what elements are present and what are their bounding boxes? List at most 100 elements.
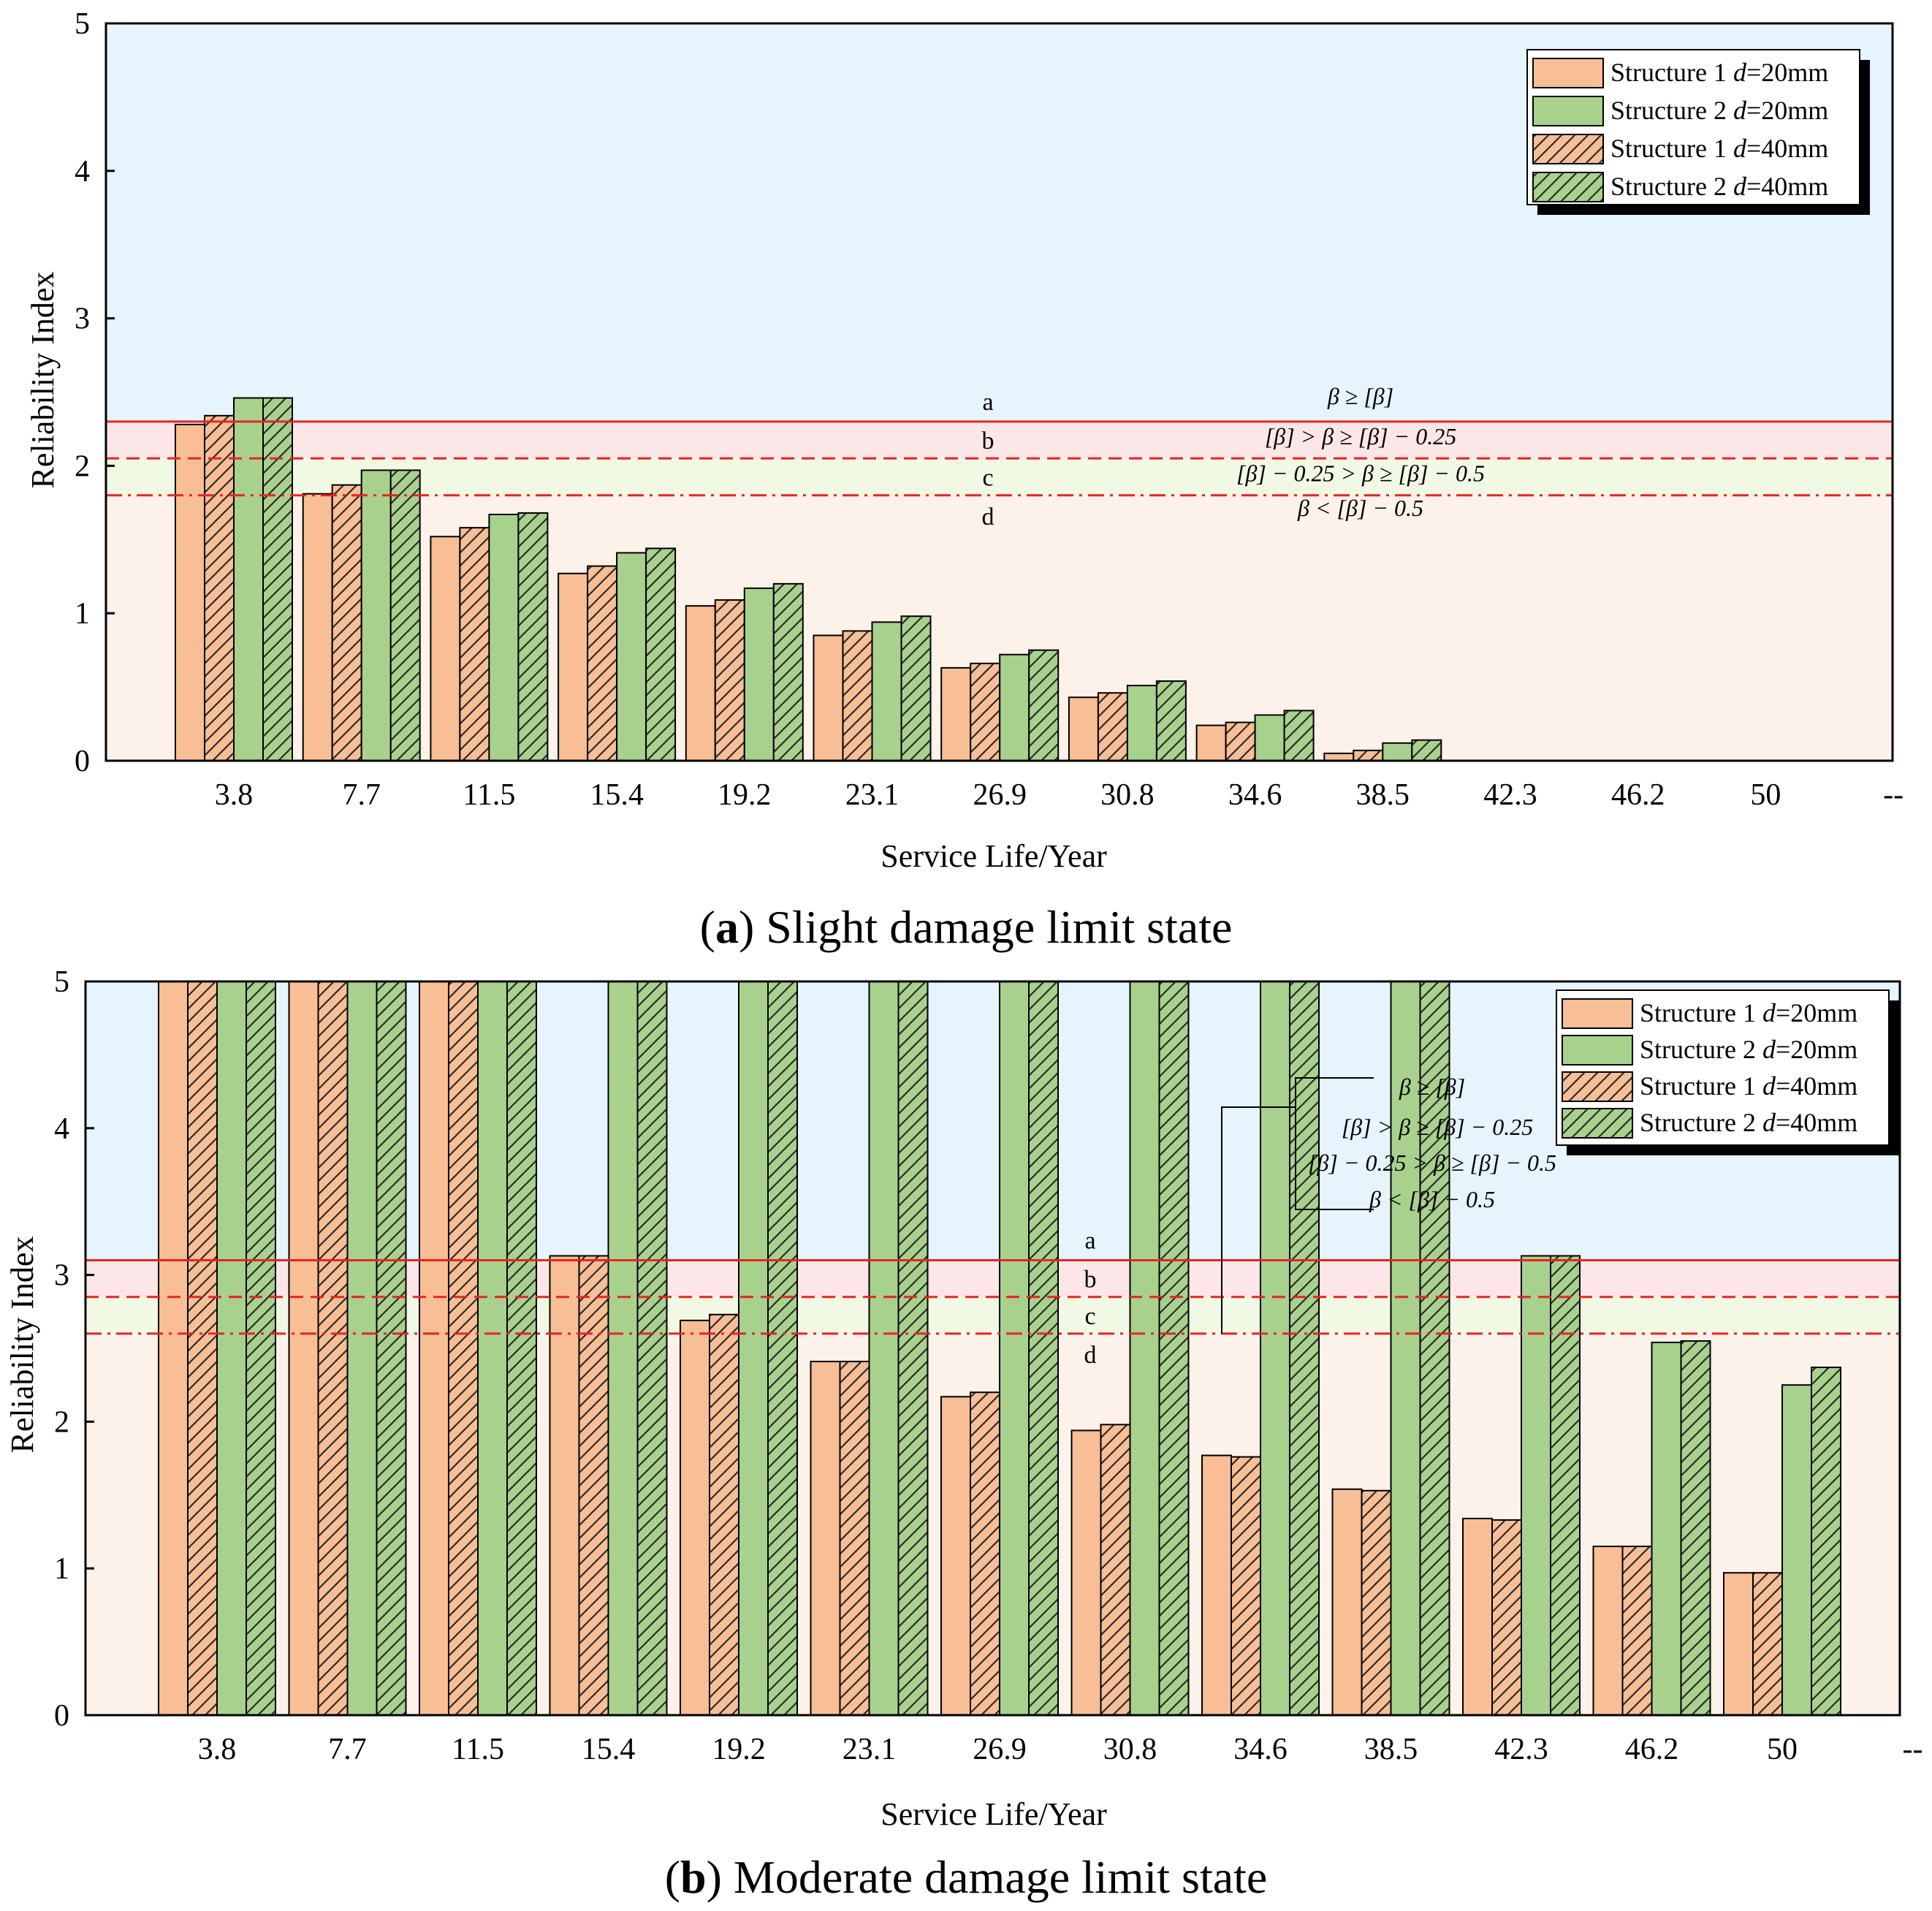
panel-a-bar	[1254, 714, 1285, 762]
panel-a-bar	[1126, 685, 1157, 761]
panel-b-x-tick-label: 3.8	[198, 1733, 237, 1766]
panel-b-x-tick-label: 42.3	[1494, 1733, 1548, 1766]
panel-a-bar	[970, 662, 1001, 762]
panel-a-legend-swatch	[1532, 134, 1604, 164]
panel-b-bar	[810, 1361, 841, 1717]
panel-b-bar	[1723, 1572, 1754, 1717]
panel-a-x-tick-label: 19.2	[718, 778, 772, 812]
panel-b-bar	[868, 981, 900, 1716]
panel-a-zone-b	[106, 421, 1893, 459]
panel-a-bar	[459, 527, 490, 761]
panel-b-bar	[346, 981, 378, 1716]
panel-a-caption-letter: a	[715, 901, 739, 953]
panel-b-bar	[1100, 1424, 1131, 1717]
panel-b-bar	[839, 1361, 870, 1717]
panel-b-bar	[1260, 981, 1290, 1716]
panel-b-bar	[1462, 1517, 1493, 1716]
panel-b-condition-b: [β] > β ≥ [β] − 0.25	[1342, 1114, 1533, 1140]
panel-a-x-tick-label: 11.5	[463, 778, 515, 812]
panel-b-bar	[1289, 981, 1320, 1716]
panel-a-x-tick-label: 42.3	[1483, 778, 1537, 812]
panel-b-bar	[1231, 1456, 1261, 1717]
panel-a-bar	[558, 572, 589, 761]
panel-a-bar	[1323, 752, 1355, 762]
panel-a-bar	[1195, 724, 1227, 761]
panel-b-x-tick-label: 30.8	[1103, 1733, 1157, 1766]
panel-b-bar	[607, 981, 639, 1716]
panel-a-x-tick-label: 26.9	[973, 778, 1027, 812]
panel-b-bar	[897, 981, 929, 1716]
panel-b-caption-letter: b	[680, 1851, 707, 1903]
panel-b-x-tick-label: 50	[1767, 1733, 1798, 1766]
panel-b-x-tick-label: 46.2	[1625, 1733, 1679, 1766]
panel-b-zone-label-d: d	[1084, 1342, 1097, 1369]
panel-b-bar	[158, 981, 189, 1716]
panel-b-x-tick-label: --	[1903, 1733, 1923, 1766]
panel-a-bar	[940, 666, 972, 762]
panel-b-x-tick-label: 38.5	[1364, 1733, 1418, 1766]
panel-a-x-tick-label: 30.8	[1100, 778, 1155, 812]
panel-a-bar	[1353, 749, 1384, 762]
panel-a-bar	[302, 493, 333, 761]
panel-b-y-tick-label: 4	[54, 1112, 69, 1146]
panel-b-bar	[1070, 1429, 1102, 1716]
panel-b-legend-swatch	[1562, 1071, 1633, 1102]
panel-a-zone-label-d: d	[982, 504, 994, 531]
panel-a-bar	[714, 599, 745, 762]
panel-b-moderate-damage: 0 1 2 3 4 5 3.8 7.7 11.5 15.4 19.2 23.1 26.9 30.8 34.6…	[4, 965, 1923, 1903]
panel-a-bar	[1097, 692, 1128, 761]
panel-b-x-axis-label: Service Life/Year	[881, 1796, 1107, 1832]
panel-a-x-tick-label: 46.2	[1611, 778, 1665, 812]
panel-a-bar	[389, 469, 421, 761]
panel-b-bar	[1129, 981, 1160, 1716]
panel-b-condition-a: β ≥ [β]	[1399, 1074, 1465, 1100]
panel-a-y-tick-label: 3	[75, 303, 90, 336]
panel-a-bar	[1283, 710, 1315, 761]
panel-b-x-tick-label: 23.1	[843, 1733, 897, 1766]
panel-b-x-tick-label: 26.9	[973, 1733, 1027, 1766]
panel-b-bar	[1390, 981, 1421, 1716]
panel-b-bar	[578, 1255, 609, 1716]
panel-b-caption: (b) Moderate damage limit state	[665, 1851, 1268, 1903]
panel-b-bar	[709, 1313, 739, 1717]
panel-b-plot-frame	[84, 980, 1901, 1717]
panel-a-y-tick-label: 1	[75, 597, 90, 631]
panel-b-bar	[187, 981, 218, 1716]
panel-a-x-tick-label: --	[1883, 778, 1904, 812]
panel-b-bar	[1592, 1546, 1624, 1717]
panel-b-bar	[376, 981, 407, 1716]
panel-b-bar	[1331, 1488, 1363, 1716]
panel-a-bar	[999, 653, 1030, 761]
panel-a-y-tick-label: 5	[75, 7, 90, 41]
panel-a-bar	[616, 552, 647, 761]
panel-a-zone-label-b: b	[982, 428, 994, 455]
panel-a-legend-swatch	[1532, 58, 1604, 88]
panel-b-legend-swatch	[1562, 998, 1633, 1029]
panel-b-bar	[1752, 1572, 1783, 1717]
panel-a-legend-swatch	[1532, 172, 1604, 202]
panel-b-bar	[767, 981, 798, 1716]
panel-b-zone-label-b: b	[1084, 1266, 1097, 1293]
panel-b-caption-text: Moderate damage limit state	[722, 1851, 1267, 1903]
panel-a-legend-label: Structure 1 d=40mm	[1610, 134, 1828, 163]
panel-b-bar	[448, 981, 479, 1716]
panel-b-bar	[1521, 1255, 1551, 1716]
panel-b-bar	[419, 981, 449, 1716]
panel-b-bar	[1491, 1519, 1522, 1717]
panel-a-bar	[1028, 649, 1060, 762]
panel-b-bar	[1550, 1255, 1581, 1716]
panel-a-condition-d: β < [β] − 0.5	[1297, 495, 1423, 521]
panel-a-y-tick-label: 0	[75, 745, 90, 778]
panel-b-bar	[1158, 981, 1190, 1716]
panel-a-x-tick-label: 15.4	[590, 778, 644, 812]
panel-a-bar	[175, 423, 205, 761]
panel-a-x-tick-label: 50	[1750, 778, 1781, 812]
panel-b-bar	[636, 981, 668, 1716]
panel-b-bar	[1680, 1340, 1711, 1716]
panel-a-legend-label: Structure 2 d=20mm	[1610, 96, 1828, 125]
panel-a-x-axis-label: Service Life/Year	[881, 838, 1107, 874]
panel-a-slight-damage: 0 1 2 3 4 5 3.8 7.7 11.5 15.4 19.2 23.1 26.9 30.8 34.6…	[25, 7, 1904, 953]
panel-b-bar	[738, 981, 769, 1716]
panel-a-x-tick-label: 38.5	[1356, 778, 1410, 812]
